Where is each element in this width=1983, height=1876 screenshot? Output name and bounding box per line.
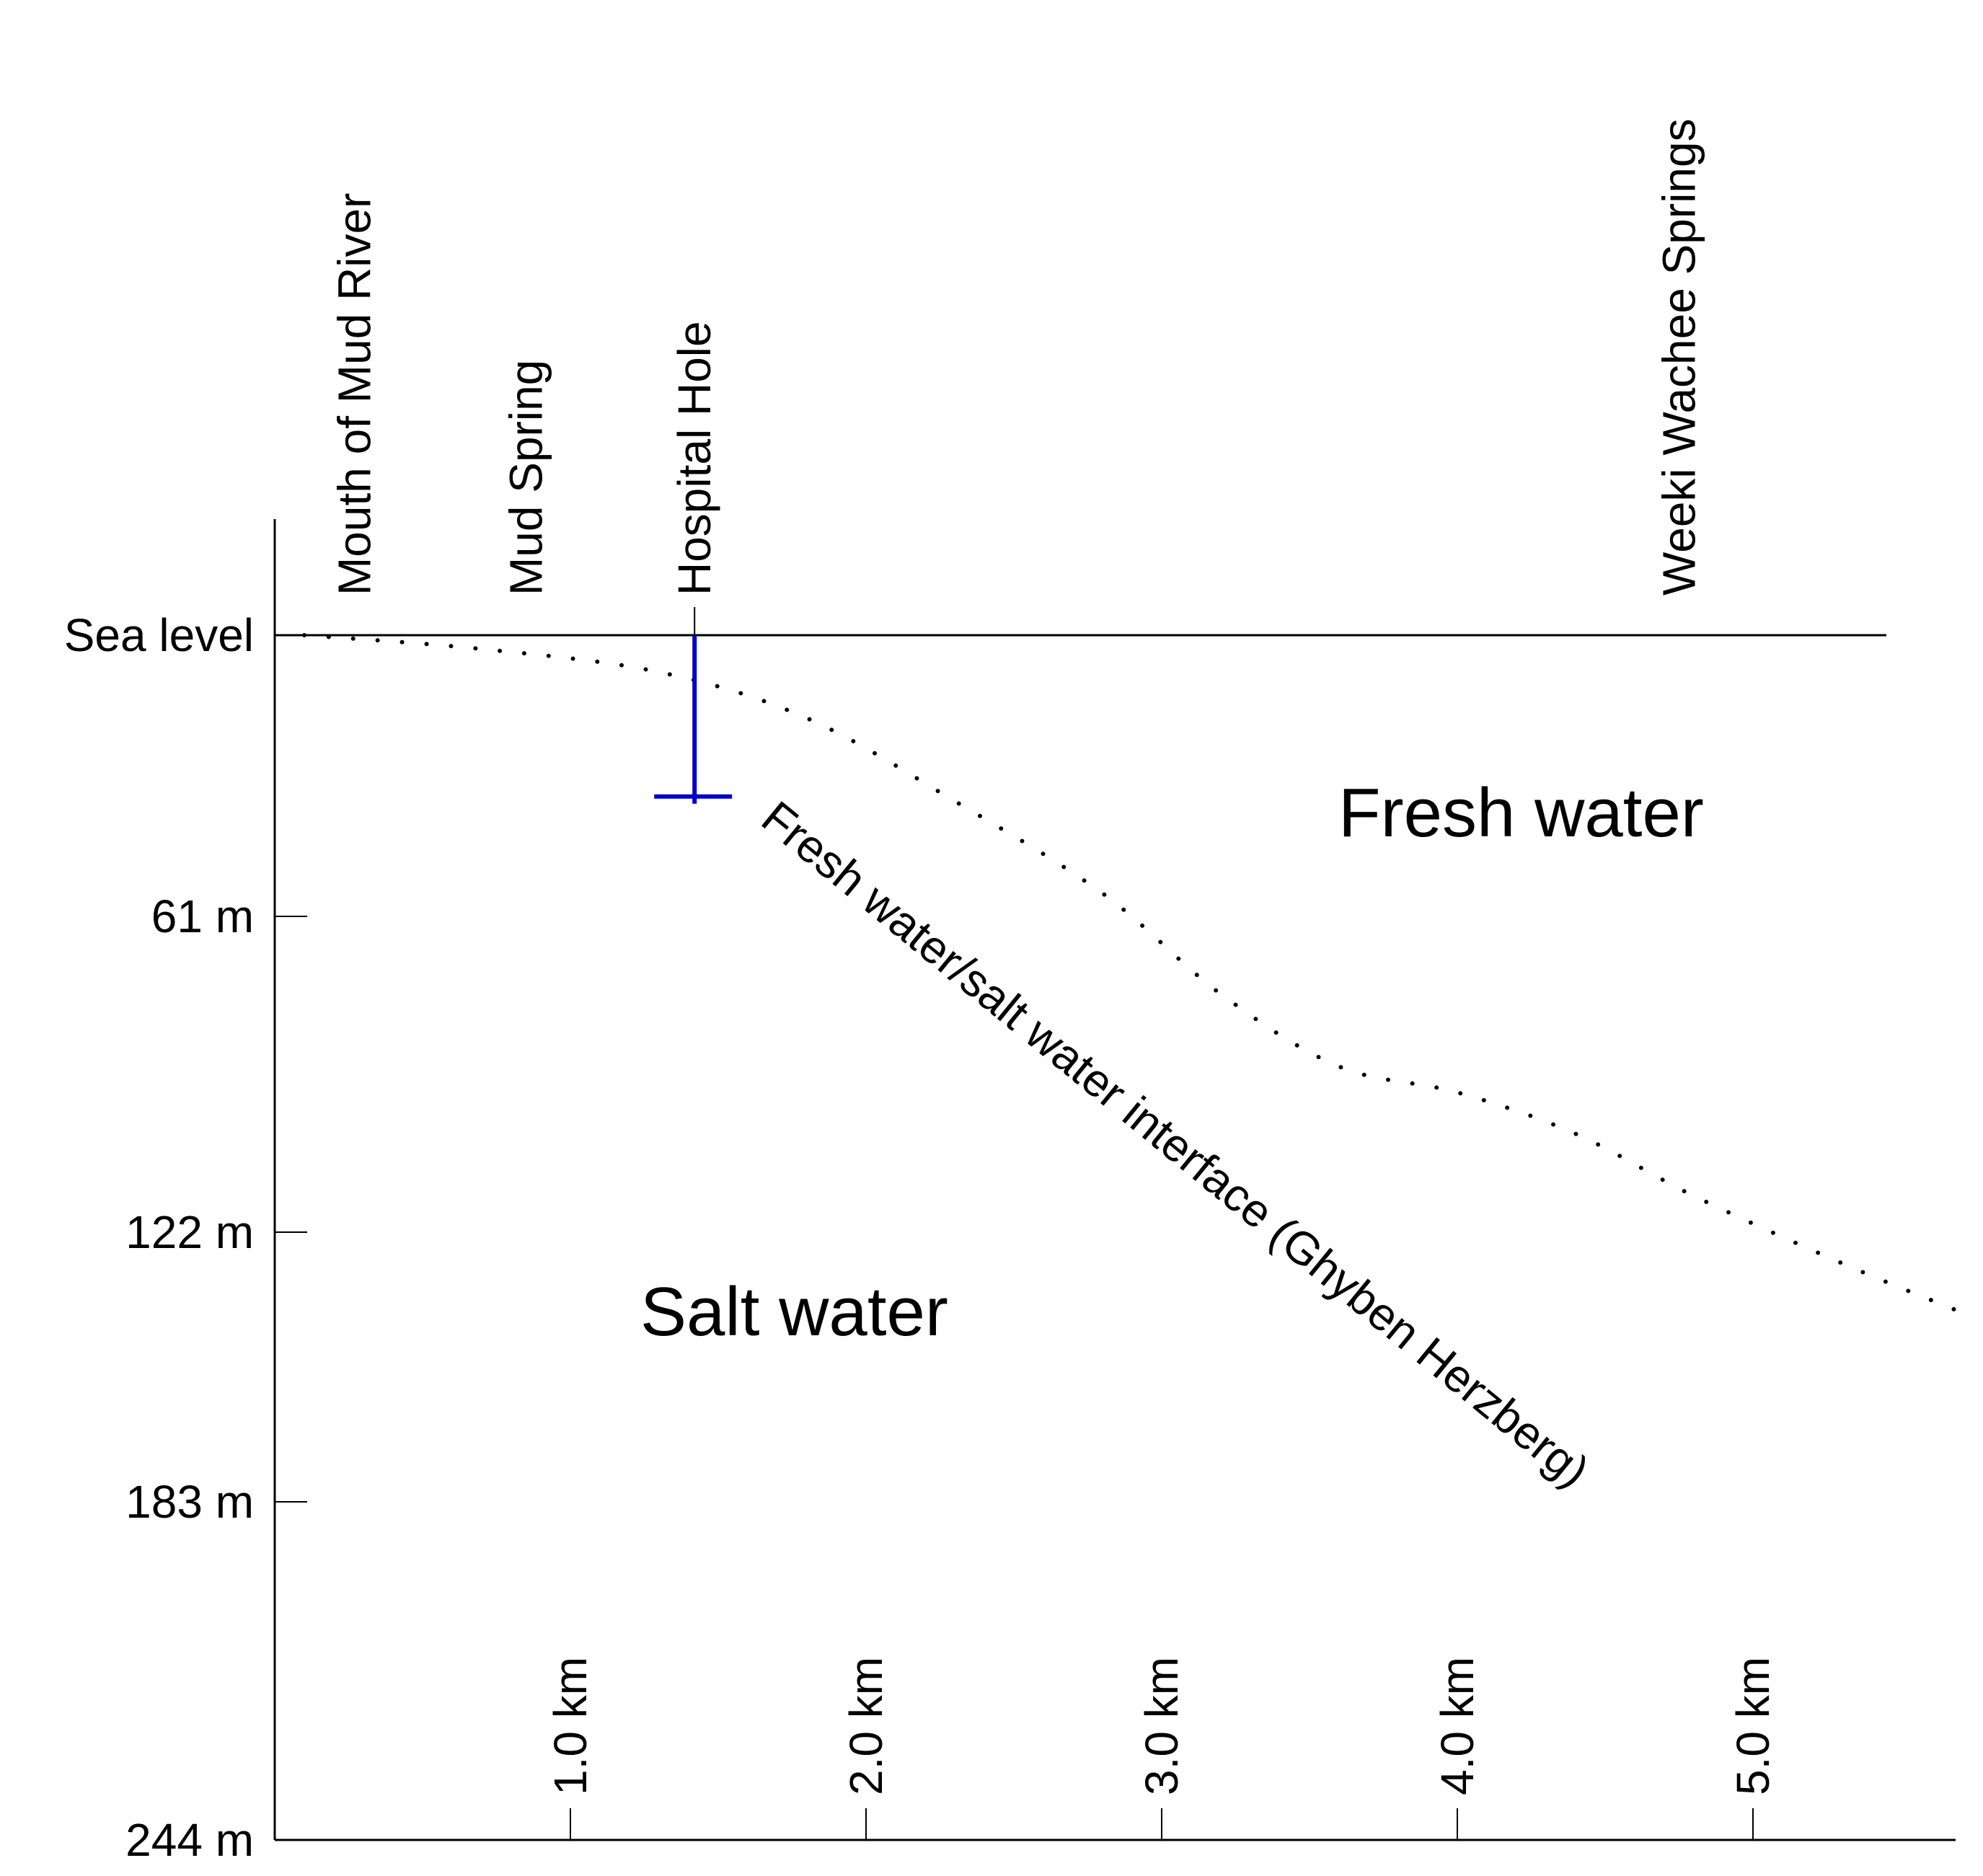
fresh-salt-interface-curve [302, 633, 1962, 1314]
distance-label-1km: 1.0 km [544, 1657, 596, 1795]
salt-water-label: Salt water [640, 1273, 948, 1350]
distance-label-4km: 4.0 km [1431, 1657, 1483, 1795]
fresh-water-label: Fresh water [1338, 774, 1704, 851]
location-label-mouth-of-mud-river: Mouth of Mud River [329, 193, 381, 596]
depth-label-244m: 244 m [125, 1814, 254, 1866]
distance-label-2km: 2.0 km [840, 1657, 892, 1795]
depth-label-122m: 122 m [125, 1206, 254, 1258]
distance-label-5km: 5.0 km [1727, 1657, 1779, 1795]
interface-label: Fresh water/salt water interface (Ghyben… [752, 791, 1599, 1497]
depth-label-sea-level: Sea level [64, 609, 254, 661]
distance-label-3km: 3.0 km [1136, 1657, 1188, 1795]
location-label-weeki-wachee-springs: Weeki Wachee Springs [1653, 118, 1705, 596]
depth-label-183m: 183 m [125, 1476, 254, 1528]
depth-label-61m: 61 m [151, 890, 254, 942]
location-label-mud-spring: Mud Spring [500, 360, 552, 596]
location-label-hospital-hole: Hospital Hole [668, 321, 720, 596]
